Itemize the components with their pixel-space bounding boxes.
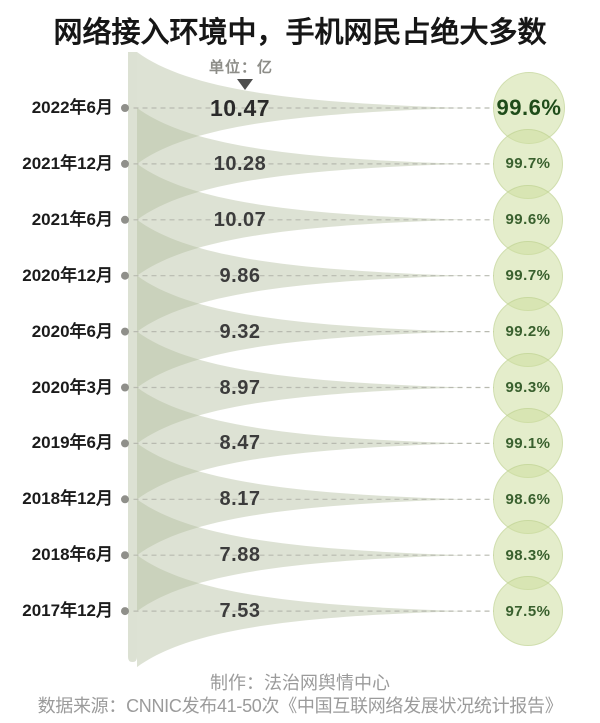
value-label: 7.88 xyxy=(219,544,261,567)
value-label: 9.32 xyxy=(219,320,261,343)
funnel-shape xyxy=(137,555,465,668)
percent-label: 98.3% xyxy=(505,546,551,564)
value-label: 8.17 xyxy=(219,488,261,511)
percent-label: 99.6% xyxy=(496,95,562,120)
value-label: 10.47 xyxy=(209,95,271,121)
timeline-dot xyxy=(121,159,129,168)
value-label: 7.53 xyxy=(219,600,261,623)
date-label: 2021年6月 xyxy=(31,209,113,229)
percent-circle: 97.5% xyxy=(493,576,563,647)
value-label: 8.47 xyxy=(219,432,261,455)
percent-label: 98.6% xyxy=(505,490,551,508)
timeline-dot xyxy=(121,383,129,392)
funnel-shape xyxy=(137,331,465,444)
funnel-strip xyxy=(128,52,137,662)
timeline-dot xyxy=(121,271,129,280)
percent-label: 97.5% xyxy=(505,602,551,620)
value-label: 10.07 xyxy=(213,208,267,231)
date-label: 2021年12月 xyxy=(22,153,113,173)
date-label: 2018年6月 xyxy=(31,545,113,565)
date-label: 2019年6月 xyxy=(31,433,113,453)
funnel-shape xyxy=(137,219,465,332)
percent-label: 99.7% xyxy=(505,267,551,285)
timeline-dot xyxy=(121,495,129,504)
timeline-dot xyxy=(121,327,129,336)
percent-label: 99.3% xyxy=(505,379,551,396)
date-label: 2020年6月 xyxy=(31,321,113,341)
funnel-shape xyxy=(137,499,465,612)
funnel-shape xyxy=(137,107,465,220)
percent-label: 99.7% xyxy=(505,155,551,173)
funnel-shape xyxy=(137,275,465,388)
percent-label: 99.6% xyxy=(505,211,551,229)
value-label: 9.86 xyxy=(219,264,261,287)
page-title: 网络接入环境中，手机网民占绝大多数 xyxy=(53,17,547,49)
footer-credit: 制作：法治网舆情中心 xyxy=(210,673,390,693)
funnel-shape xyxy=(137,163,465,276)
date-label: 2020年12月 xyxy=(22,265,113,285)
date-label: 2022年6月 xyxy=(31,98,113,117)
value-label: 10.28 xyxy=(213,152,267,175)
percent-label: 99.2% xyxy=(505,323,551,341)
funnel-shape xyxy=(137,387,465,500)
timeline-dot xyxy=(121,439,129,448)
percent-label: 99.1% xyxy=(505,434,551,452)
timeline-dot xyxy=(121,215,129,224)
percent-circle: 99.2% xyxy=(493,296,563,367)
funnel-shape xyxy=(137,52,465,164)
timeline-dot xyxy=(121,551,129,560)
value-label: 8.97 xyxy=(219,376,261,399)
timeline-dot xyxy=(121,104,129,112)
date-label: 2017年12月 xyxy=(22,601,113,621)
date-label: 2018年12月 xyxy=(22,489,113,509)
footer-source: 数据来源：CNNIC发布41-50次《中国互联网络发展状况统计报告》 xyxy=(37,696,563,716)
arrow-down-icon xyxy=(237,79,253,90)
date-label: 2020年3月 xyxy=(31,377,113,397)
funnel-shape xyxy=(137,443,465,556)
timeline-dot xyxy=(121,607,129,616)
unit-label: 单位：亿 xyxy=(208,59,273,76)
